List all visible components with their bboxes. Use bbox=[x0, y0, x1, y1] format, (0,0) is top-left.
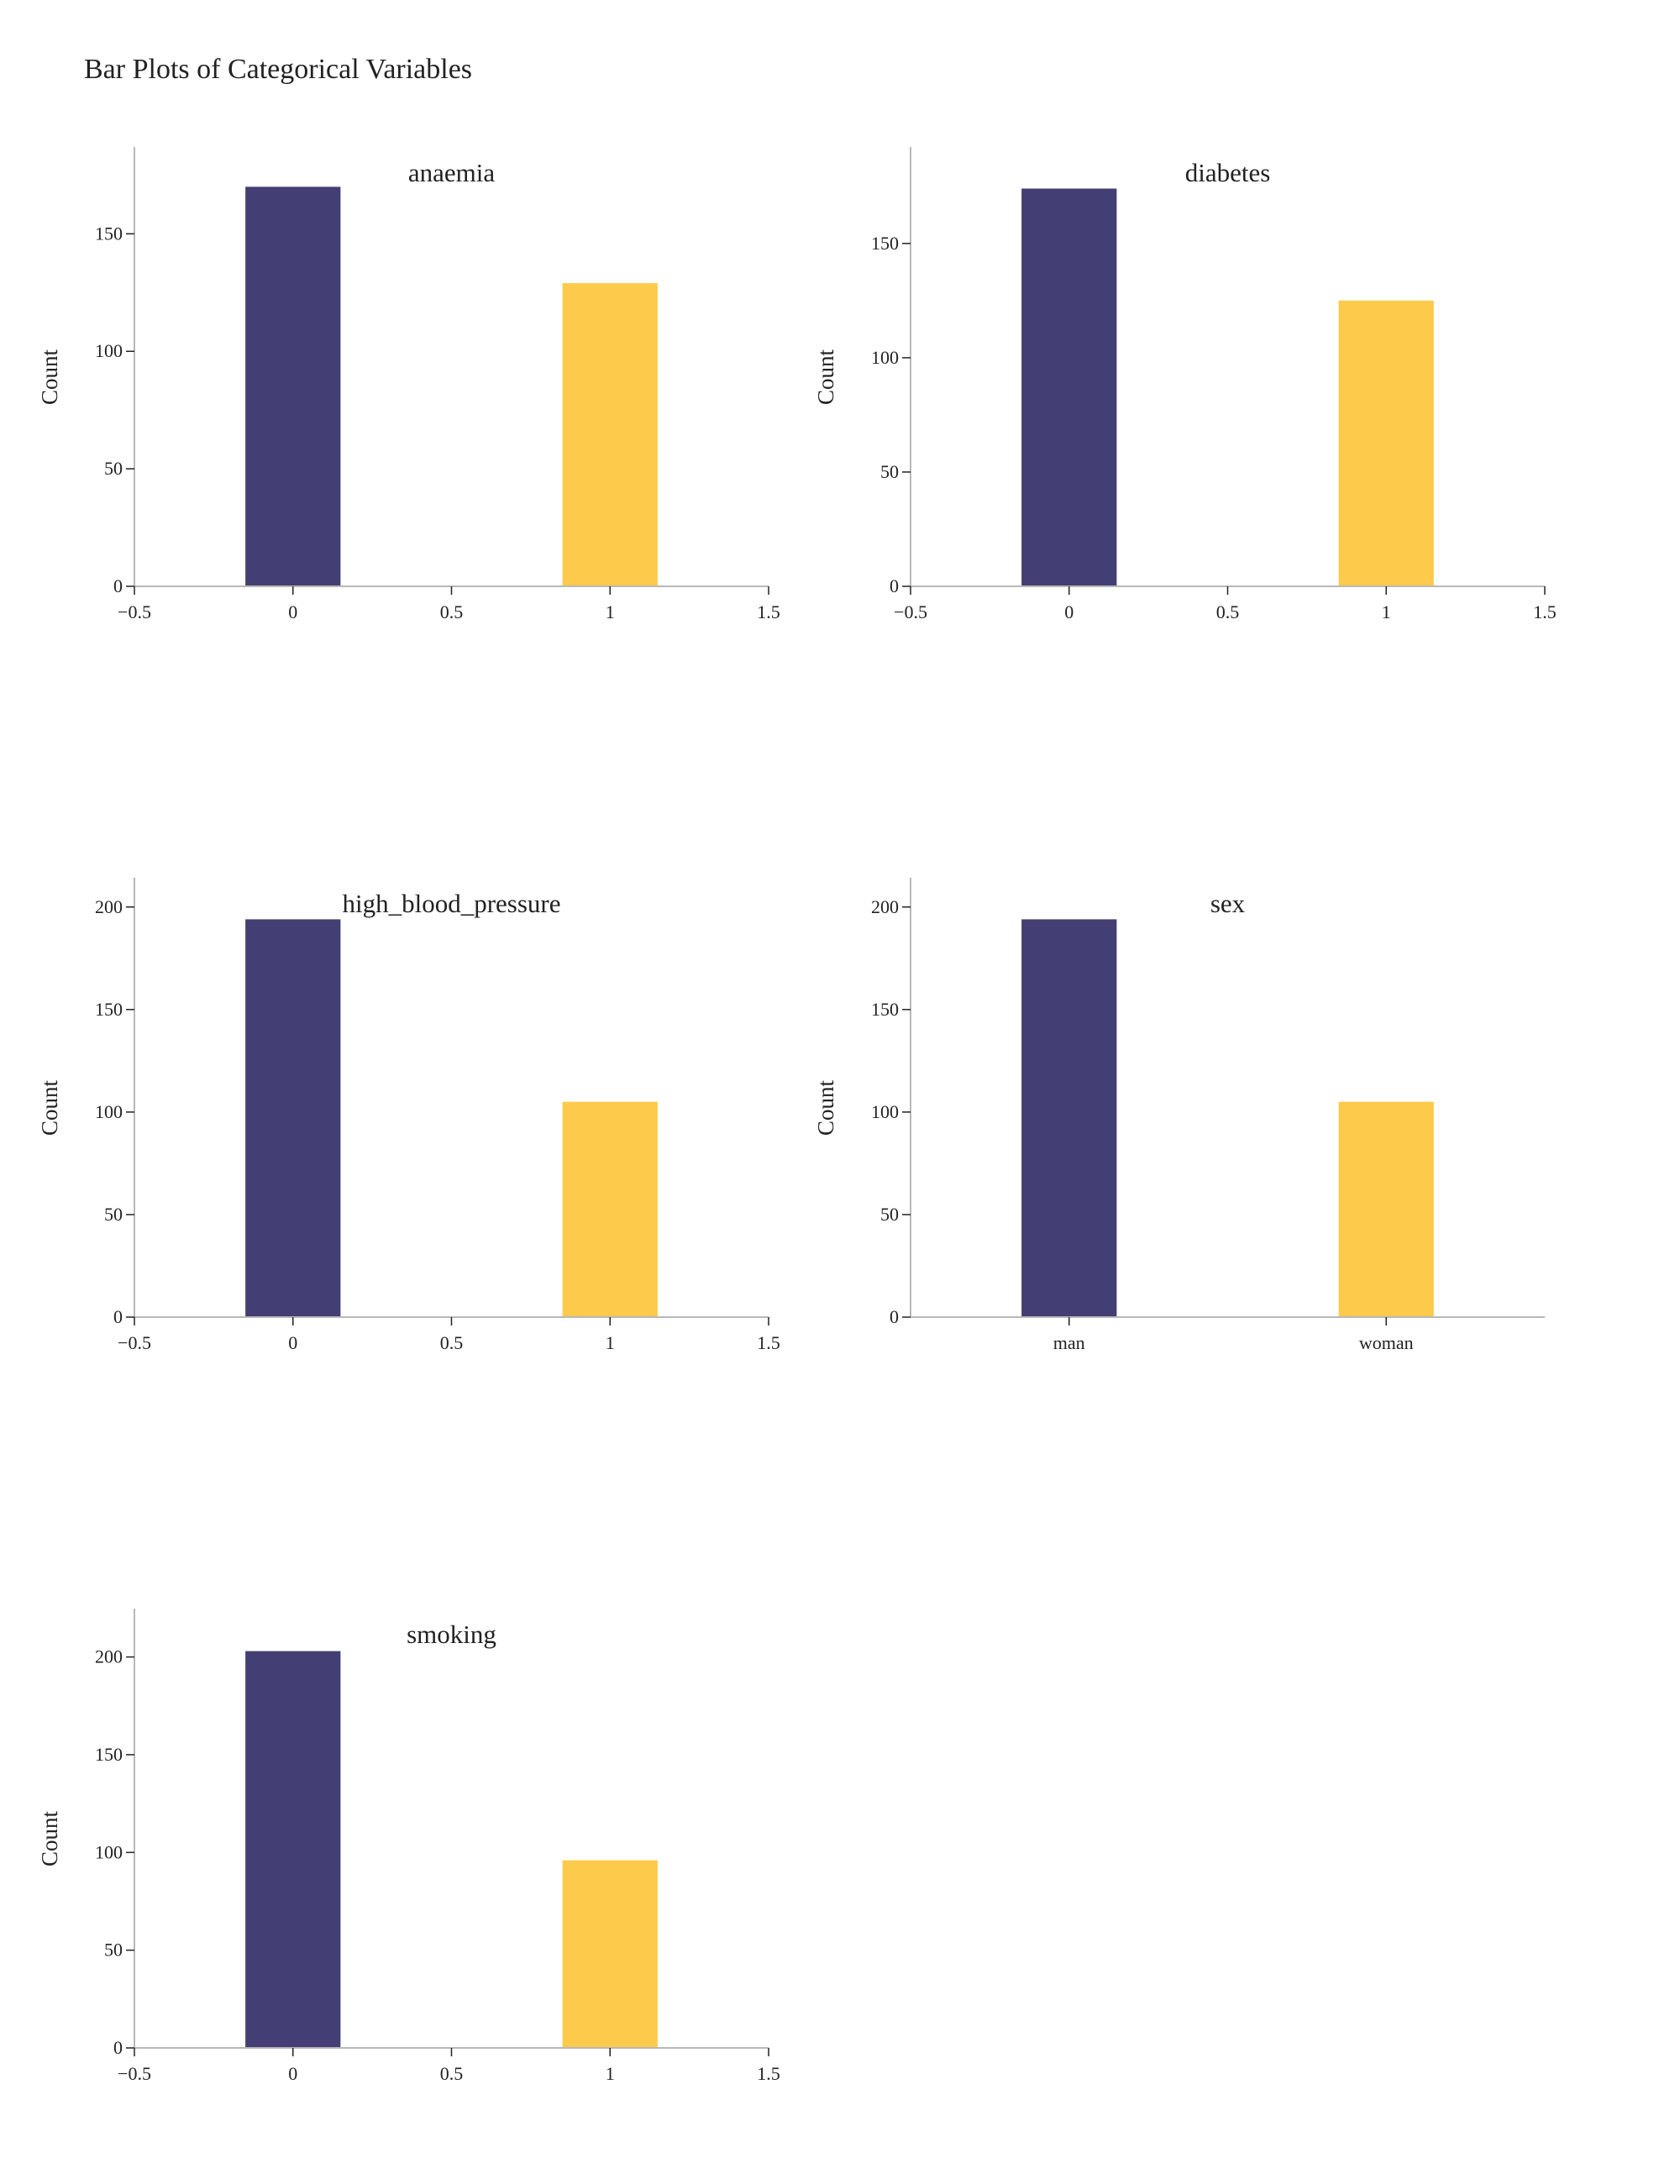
y-axis-title: Count bbox=[37, 1079, 62, 1136]
x-tick-label: 1 bbox=[606, 601, 615, 622]
y-tick-label: 150 bbox=[871, 233, 899, 254]
y-tick-label: 200 bbox=[95, 1646, 123, 1667]
x-tick-label: man bbox=[1053, 1332, 1085, 1353]
chart-panel-anaemia: anaemia Count 0 50 100 150 −0.5 0 0.5 1 1.5 bbox=[34, 126, 790, 638]
bar-1[interactable] bbox=[1338, 300, 1434, 586]
x-tick-label: 1 bbox=[606, 1332, 615, 1353]
y-tick-label: 200 bbox=[95, 896, 123, 917]
chart-panel-sex: sex Count 0 50 100 150 200 man woman bbox=[810, 857, 1566, 1369]
y-tick-label: 0 bbox=[113, 2037, 123, 2058]
bar-1[interactable] bbox=[562, 1860, 658, 2048]
x-tick-label: 1 bbox=[1382, 601, 1391, 622]
bar-man[interactable] bbox=[1021, 919, 1117, 1317]
x-tick-label: 1.5 bbox=[757, 2063, 780, 2084]
chart-title: anaemia bbox=[408, 158, 496, 187]
y-tick-label: 50 bbox=[880, 1204, 899, 1225]
bar-0[interactable] bbox=[1021, 188, 1117, 586]
x-tick-label: 0.5 bbox=[1216, 601, 1240, 622]
bar-0[interactable] bbox=[245, 186, 341, 586]
chart-title: sex bbox=[1210, 889, 1246, 918]
y-tick-label: 200 bbox=[871, 896, 899, 917]
x-tick-label: 1.5 bbox=[1533, 601, 1557, 622]
chart-title: diabetes bbox=[1185, 158, 1271, 187]
chart-panel-diabetes: diabetes Count 0 50 100 150 −0.5 0 0.5 1 1.5 bbox=[810, 126, 1566, 638]
y-tick-label: 50 bbox=[104, 1940, 123, 1961]
x-tick-label: 0 bbox=[1064, 601, 1074, 622]
chart-anaemia: anaemia Count 0 50 100 150 −0.5 0 0.5 1 1.5 bbox=[37, 147, 780, 622]
y-tick-label: 0 bbox=[113, 575, 123, 596]
y-tick-label: 150 bbox=[95, 999, 123, 1020]
y-tick-label: 0 bbox=[113, 1306, 123, 1327]
y-tick-label: 50 bbox=[104, 458, 123, 479]
x-tick-label: 0 bbox=[288, 601, 297, 622]
y-axis-title: Count bbox=[813, 1079, 838, 1136]
y-axis-title: Count bbox=[813, 349, 838, 405]
x-tick-label: 0 bbox=[288, 2063, 297, 2084]
chart-title: high_blood_pressure bbox=[342, 889, 560, 918]
y-tick-label: 100 bbox=[95, 1841, 123, 1862]
chart-panel-smoking: smoking Count 0 50 100 150 200 −0.5 0 0.5 1 1.5 bbox=[34, 1588, 790, 2100]
y-axis-title: Count bbox=[37, 1810, 62, 1866]
x-tick-label: 1.5 bbox=[757, 601, 780, 622]
chart-sex: sex Count 0 50 100 150 200 man woman bbox=[813, 878, 1545, 1353]
y-tick-label: 100 bbox=[95, 340, 123, 361]
y-tick-label: 0 bbox=[890, 575, 899, 596]
y-tick-label: 150 bbox=[95, 223, 123, 244]
x-tick-label: 1 bbox=[606, 2063, 615, 2084]
x-tick-label: −0.5 bbox=[118, 601, 151, 622]
chart-high-blood-pressure: high_blood_pressure Count 0 50 100 150 200 −0.5… bbox=[37, 878, 780, 1353]
x-tick-label: −0.5 bbox=[118, 2063, 151, 2084]
y-tick-label: 100 bbox=[871, 1101, 899, 1122]
bar-0[interactable] bbox=[245, 919, 341, 1317]
x-tick-label: 1.5 bbox=[757, 1332, 780, 1353]
x-tick-label: −0.5 bbox=[118, 1332, 151, 1353]
y-tick-label: 0 bbox=[890, 1306, 899, 1327]
x-tick-label: 0.5 bbox=[440, 2063, 464, 2084]
chart-title: smoking bbox=[407, 1620, 496, 1649]
y-tick-label: 150 bbox=[95, 1744, 123, 1765]
chart-diabetes: diabetes Count 0 50 100 150 −0.5 0 0.5 1 1.5 bbox=[813, 147, 1557, 622]
chart-smoking: smoking Count 0 50 100 150 200 −0.5 0 0.5 1 1.5 bbox=[37, 1609, 780, 2084]
y-tick-label: 50 bbox=[880, 461, 899, 482]
figure-title: Bar Plots of Categorical Variables bbox=[84, 54, 473, 85]
x-tick-label: 0.5 bbox=[440, 601, 464, 622]
bar-1[interactable] bbox=[562, 283, 658, 586]
y-axis-title: Count bbox=[37, 349, 62, 405]
bar-0[interactable] bbox=[245, 1651, 341, 2048]
y-tick-label: 150 bbox=[871, 999, 899, 1020]
bar-woman[interactable] bbox=[1338, 1101, 1434, 1317]
bar-1[interactable] bbox=[562, 1101, 658, 1317]
x-tick-label: 0.5 bbox=[440, 1332, 464, 1353]
x-tick-label: 0 bbox=[288, 1332, 297, 1353]
x-tick-label: −0.5 bbox=[894, 601, 927, 622]
y-tick-label: 100 bbox=[95, 1101, 123, 1122]
y-tick-label: 100 bbox=[871, 347, 899, 368]
y-tick-label: 50 bbox=[104, 1204, 123, 1225]
chart-panel-high-blood-pressure: high_blood_pressure Count 0 50 100 150 200 −0.5… bbox=[34, 857, 790, 1369]
x-tick-label: woman bbox=[1359, 1332, 1414, 1353]
